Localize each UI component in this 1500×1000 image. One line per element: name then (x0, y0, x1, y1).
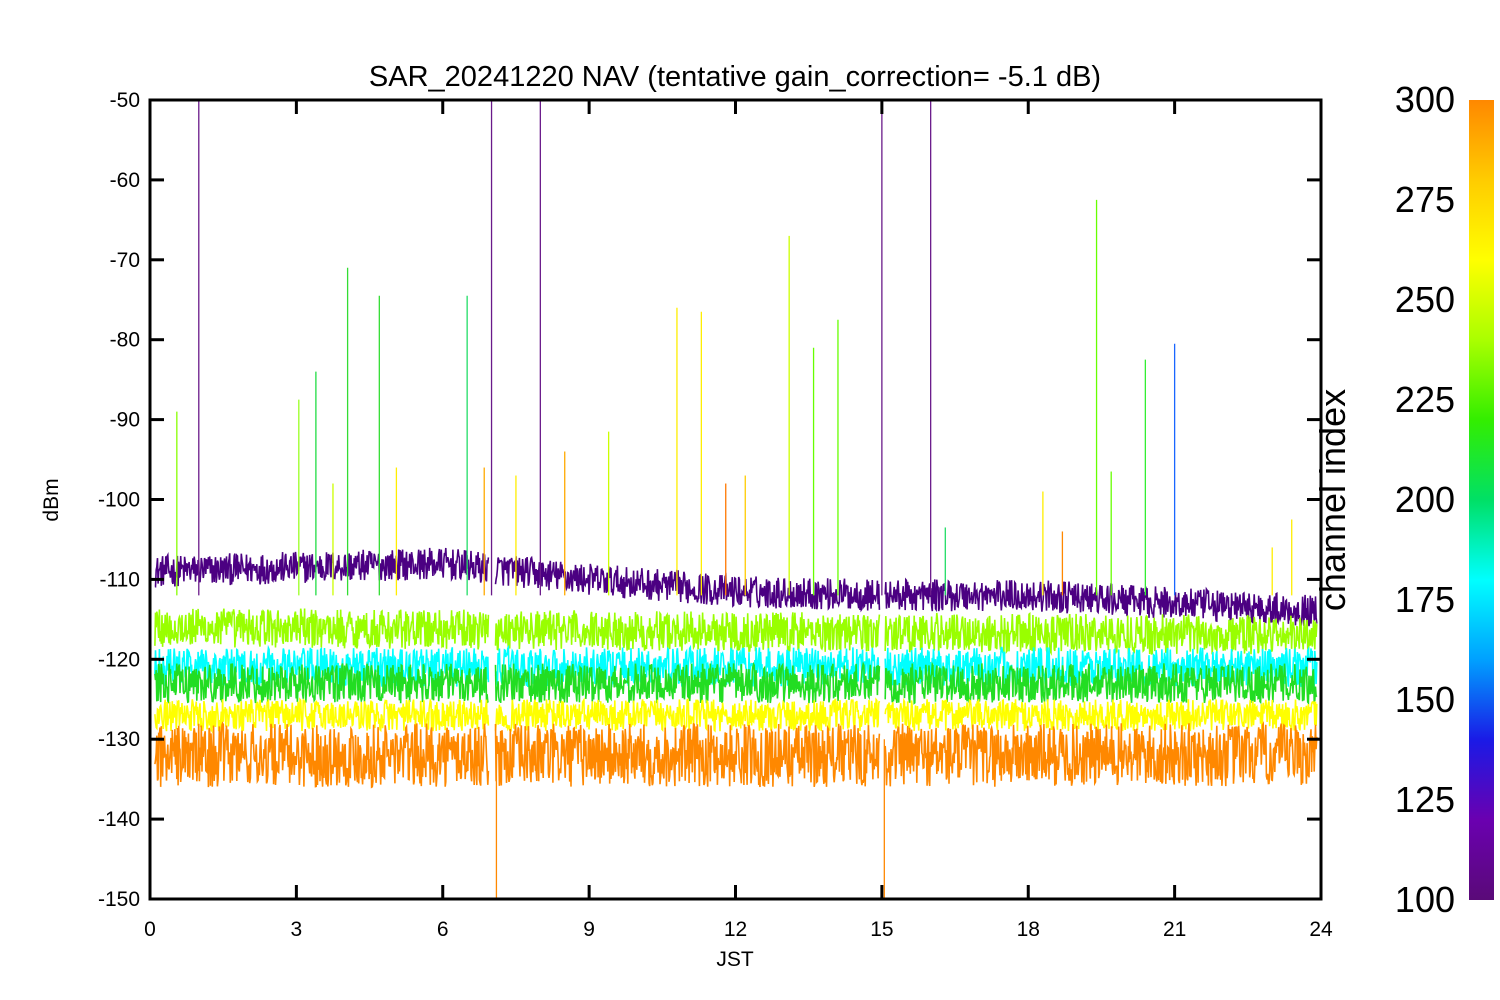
x-tick-label: 24 (1309, 918, 1333, 941)
y-tick-label: -150 (98, 888, 140, 911)
x-tick-label: 12 (724, 918, 747, 941)
band-trace-295 (154, 720, 1318, 789)
y-tick-label: -100 (98, 489, 140, 512)
y-tick-label: -90 (110, 409, 140, 432)
colorbar-tick-label: 150 (1395, 679, 1455, 720)
colorbar-tick-label: 125 (1395, 779, 1455, 820)
x-tick-label: 18 (1017, 918, 1040, 941)
colorbar-label: channel index (1312, 389, 1353, 611)
x-tick-label: 3 (291, 918, 303, 941)
y-axis-label: dBm (40, 478, 63, 521)
band-trace-250 (154, 608, 1318, 656)
y-tick-label: -140 (98, 808, 140, 831)
y-tick-label: -120 (98, 648, 140, 671)
x-tick-label: 0 (144, 918, 156, 941)
y-axis: -50 -60 -70 -80 -90 -100 -110 -120 -130 -140 -150 (98, 89, 1321, 911)
colorbar-tick-label: 175 (1395, 579, 1455, 620)
plot-data (154, 100, 1318, 899)
colorbar-ticks: 300 275 250 225 200 175 150 125 100 (1395, 79, 1455, 920)
band-trace-265 (154, 697, 1318, 734)
y-tick-label: -130 (98, 728, 140, 751)
chart-title: SAR_20241220 NAV (tentative gain_correct… (369, 61, 1101, 93)
colorbar-tick-label: 200 (1395, 479, 1455, 520)
band-trace-220 (154, 661, 1318, 706)
colorbar-tick-label: 225 (1395, 379, 1455, 420)
colorbar-tick-label: 275 (1395, 179, 1455, 220)
x-axis: 0 3 6 9 12 15 18 21 24 (144, 100, 1333, 941)
y-tick-label: -110 (100, 568, 140, 591)
x-tick-label: 6 (437, 918, 449, 941)
x-tick-label: 21 (1163, 918, 1186, 941)
colorbar (1469, 100, 1494, 900)
x-axis-label: JST (716, 948, 754, 971)
y-tick-label: -70 (110, 249, 140, 272)
colorbar-tick-label: 250 (1395, 279, 1455, 320)
band-trace-105 (154, 547, 1318, 627)
x-tick-label: 9 (583, 918, 595, 941)
y-tick-label: -80 (110, 329, 140, 352)
y-tick-label: -50 (110, 89, 140, 112)
colorbar-tick-label: 300 (1395, 79, 1455, 120)
y-tick-label: -60 (110, 169, 140, 192)
colorbar-tick-label: 100 (1395, 879, 1455, 920)
x-tick-label: 15 (870, 918, 893, 941)
